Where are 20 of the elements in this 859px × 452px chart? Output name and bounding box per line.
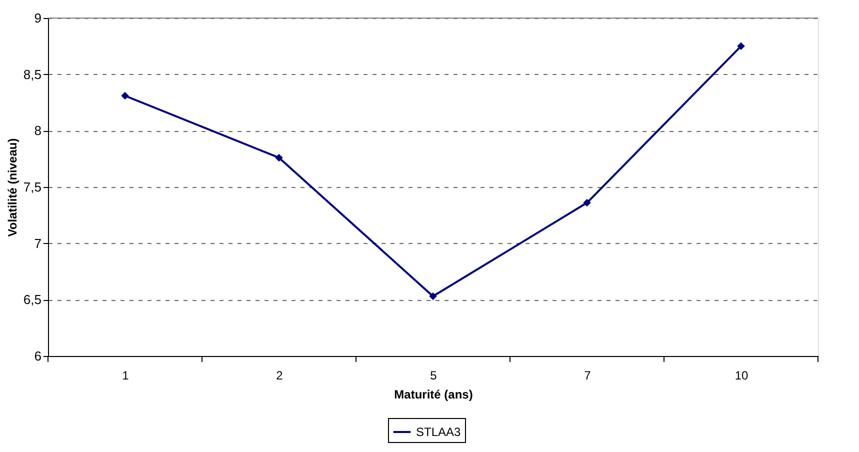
x-tick-label: 1 [122,368,130,382]
legend-label: STLAA3 [416,425,462,439]
x-tick-label: 10 [734,368,748,382]
y-tick-label: 7,5 [23,180,42,194]
y-tick-label: 9 [34,10,42,26]
y-tick-label: 6 [34,348,42,364]
x-axis-title: Maturité (ans) [394,388,473,402]
point [121,92,129,100]
x-tick-label: 2 [276,368,284,382]
x-tick-label: 7 [584,368,592,382]
x-tick-label: 5 [430,368,438,382]
y-tick-label: 6,5 [23,292,42,308]
y-tick-label: 8 [34,123,42,138]
y-tick-label: 8,5 [23,66,42,82]
point [429,292,437,300]
point [275,154,283,162]
y-tick-label: 7 [34,236,42,251]
y-axis-title: Volatilité (niveau) [5,138,20,237]
point [737,42,745,50]
point [583,198,591,207]
